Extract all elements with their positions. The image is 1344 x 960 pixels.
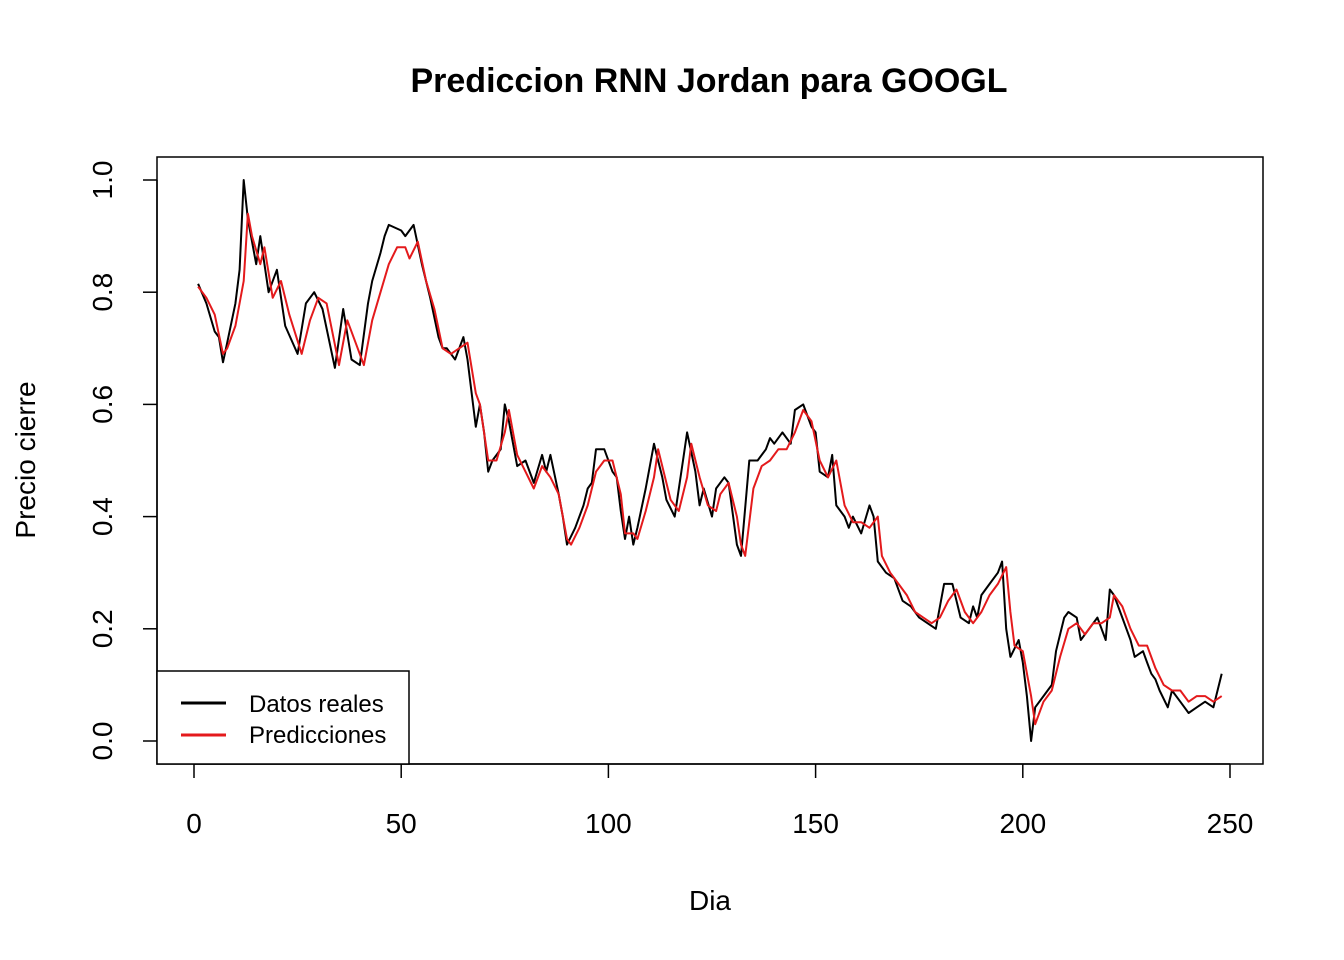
y-tick-label: 0.4 [87, 497, 118, 536]
x-axis-label: Dia [689, 885, 731, 916]
legend-label-real: Datos reales [249, 691, 384, 718]
y-axis: 0.0 0.2 0.4 0.6 0.8 1.0 [87, 161, 158, 761]
y-tick-label: 0.0 [87, 722, 118, 761]
y-tick-label: 0.6 [87, 385, 118, 424]
y-tick-label: 0.8 [87, 273, 118, 312]
chart-title: Prediccion RNN Jordan para GOOGL [410, 62, 1007, 100]
y-tick-label: 1.0 [87, 161, 118, 200]
legend-box [156, 670, 410, 765]
y-tick-label: 0.2 [87, 609, 118, 648]
series-line-predicciones [197, 212, 1223, 726]
legend-label-pred: Predicciones [249, 722, 386, 749]
series-line-datos-reales [197, 179, 1223, 742]
y-axis-label: Precio cierre [10, 381, 41, 538]
x-tick-label: 50 [386, 808, 417, 839]
series-lines [197, 179, 1223, 742]
x-tick-label: 0 [186, 808, 202, 839]
x-tick-label: 150 [792, 808, 839, 839]
x-tick-label: 100 [585, 808, 632, 839]
legend: Datos reales Predicciones [156, 670, 410, 765]
x-tick-label: 250 [1207, 808, 1254, 839]
x-tick-label: 200 [999, 808, 1046, 839]
x-axis: 0 50 100 150 200 250 [186, 763, 1254, 839]
